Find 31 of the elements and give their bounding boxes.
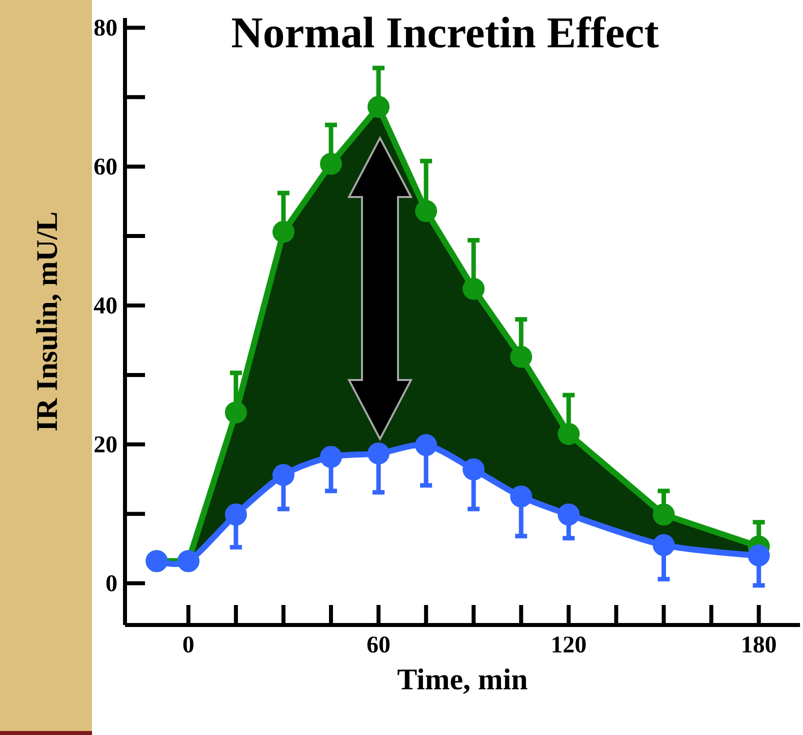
point [224, 504, 247, 526]
point [748, 544, 770, 567]
x-tick-label: 120 [552, 636, 586, 653]
x-tick-label: 180 [742, 636, 776, 653]
point [320, 446, 342, 468]
y-axis-title: IR Insulin, mU/L [36, 212, 62, 431]
y-tick-label: 20 [94, 436, 117, 452]
y-tick-label: 80 [94, 20, 117, 36]
point [224, 401, 247, 424]
point [558, 504, 580, 526]
chart-title: Normal Incretin Effect [232, 16, 659, 48]
point [415, 434, 438, 456]
point [320, 152, 342, 175]
y-tick-label: 0 [106, 575, 117, 592]
x-tick-label: 0 [183, 636, 194, 653]
point [558, 422, 580, 445]
point [462, 278, 485, 300]
x-axis-title: Time, min [398, 668, 528, 694]
point [272, 464, 294, 486]
y-tick-label: 40 [94, 297, 117, 314]
point [272, 220, 294, 243]
x-tick-label: 60 [367, 636, 390, 653]
point [652, 504, 675, 526]
point [368, 442, 390, 464]
point [510, 486, 532, 508]
point [368, 96, 390, 118]
point [462, 458, 485, 480]
y-tick-label: 60 [94, 158, 117, 175]
point [415, 200, 438, 222]
point [510, 346, 532, 368]
point [652, 534, 675, 556]
